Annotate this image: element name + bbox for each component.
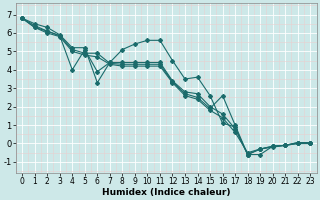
X-axis label: Humidex (Indice chaleur): Humidex (Indice chaleur) [102,188,230,197]
